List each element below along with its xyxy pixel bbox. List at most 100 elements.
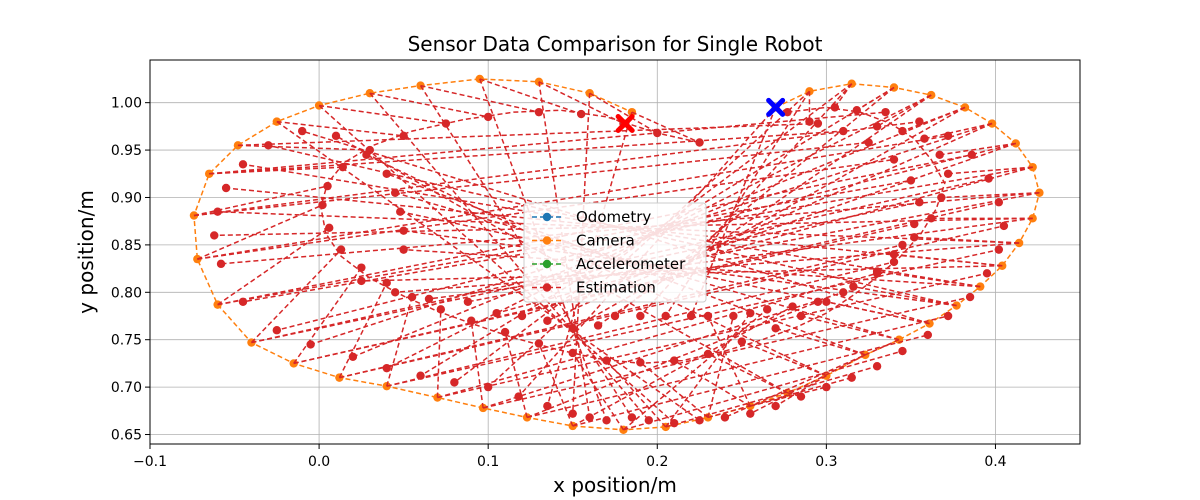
- estimation-point: [390, 288, 400, 297]
- estimation-point: [213, 207, 222, 216]
- estimation-point: [796, 392, 806, 401]
- estimation-point: [839, 126, 848, 136]
- estimation-segment: [572, 334, 929, 427]
- estimation-segment: [482, 296, 971, 409]
- chart-title: Sensor Data Comparison for Single Robot: [408, 32, 823, 56]
- estimation-point: [813, 119, 823, 128]
- estimation-segment: [276, 120, 404, 137]
- estimation-segment: [386, 173, 866, 356]
- estimation-point: [610, 311, 620, 321]
- estimation-point: [407, 292, 417, 302]
- y-tick-label: 0.75: [111, 333, 142, 349]
- estimation-segment: [479, 78, 608, 421]
- x-tick-label: −0.1: [133, 454, 167, 470]
- legend-label: Camera: [576, 232, 635, 250]
- estimation-segment: [707, 315, 735, 418]
- estimation-point: [762, 305, 772, 314]
- estimation-segment: [209, 111, 886, 175]
- estimation-point: [463, 297, 473, 306]
- estimation-point: [382, 169, 391, 178]
- estimation-point: [568, 324, 577, 333]
- estimation-point: [636, 311, 645, 321]
- estimation-point: [783, 107, 792, 117]
- estimation-point: [984, 174, 993, 183]
- estimation-segment: [750, 386, 827, 407]
- estimation-point: [669, 418, 679, 428]
- estimation-segment: [369, 92, 489, 118]
- estimation-point: [568, 409, 577, 418]
- estimation-point: [937, 193, 946, 202]
- estimation-point: [847, 373, 856, 382]
- camera-series-line: [193, 78, 1041, 431]
- estimation-point: [483, 382, 493, 392]
- estimation-point: [852, 106, 861, 115]
- estimation-segment: [673, 359, 751, 407]
- estimation-point: [830, 103, 840, 112]
- x-tick-label: 0.0: [308, 454, 330, 470]
- x-tick-label: 0.1: [477, 454, 499, 470]
- estimation-point: [492, 308, 501, 318]
- y-tick-label: 0.95: [111, 143, 142, 159]
- estimation-point: [982, 269, 992, 278]
- estimation-point: [771, 324, 780, 333]
- estimation-point: [357, 276, 366, 286]
- y-axis-title: y position/m: [74, 190, 98, 314]
- estimation-point: [994, 198, 1004, 207]
- estimation-point: [362, 150, 371, 160]
- estimation-segment: [707, 315, 751, 407]
- legend-label: Accelerometer: [576, 255, 686, 273]
- estimation-point: [636, 358, 645, 367]
- estimation-point: [910, 219, 919, 229]
- estimation-segment: [547, 122, 993, 322]
- estimation-point: [796, 311, 806, 321]
- y-axis: 0.65 0.70 0.75 0.80 0.85 0.90 0.95 1.00: [111, 96, 150, 444]
- estimation-segment: [197, 135, 949, 260]
- estimation-segment: [572, 106, 966, 329]
- legend-marker: [542, 212, 552, 222]
- estimation-point: [746, 409, 755, 418]
- estimation-segment: [436, 309, 442, 398]
- estimation-point: [331, 131, 341, 141]
- estimation-point: [602, 416, 611, 425]
- estimation-point: [686, 311, 696, 321]
- estimation-point: [543, 316, 552, 325]
- estimation-segment: [853, 285, 957, 307]
- estimation-segment: [924, 122, 993, 140]
- estimation-segment: [496, 166, 1033, 314]
- estimation-point: [703, 311, 713, 321]
- estimation-point: [348, 352, 358, 361]
- estimation-point: [264, 141, 273, 150]
- estimation-point: [483, 112, 493, 122]
- estimation-point: [399, 226, 408, 235]
- legend-box: [523, 202, 707, 303]
- estimation-point: [822, 297, 831, 306]
- estimation-point: [644, 416, 654, 425]
- end-x-marker: [615, 114, 635, 134]
- estimation-point: [238, 160, 248, 169]
- estimation-segment: [639, 361, 709, 419]
- estimation-point: [210, 231, 219, 240]
- estimation-point: [534, 339, 544, 348]
- estimation-point: [729, 311, 738, 321]
- estimation-point: [788, 302, 797, 311]
- estimation-point: [943, 311, 953, 321]
- estimation-segment: [310, 122, 993, 346]
- legend-marker: [542, 259, 552, 269]
- estimation-point: [923, 330, 933, 340]
- y-tick-label: 0.85: [111, 238, 142, 254]
- start-x-marker: [766, 97, 786, 117]
- estimation-segment: [318, 104, 447, 125]
- estimation-point: [336, 245, 346, 254]
- x-tick-label: 0.4: [984, 454, 1006, 470]
- estimation-point: [915, 198, 924, 207]
- estimation-segment: [479, 78, 582, 115]
- x-axis: −0.1 0.0 0.1 0.2 0.3 0.4: [133, 444, 1007, 470]
- estimation-point: [627, 413, 637, 422]
- estimation-point: [323, 181, 332, 191]
- estimation-segment: [631, 111, 700, 144]
- estimation-segment: [526, 315, 949, 419]
- estimation-point: [703, 349, 713, 359]
- estimation-point: [872, 269, 882, 278]
- estimation-segment: [276, 142, 1016, 331]
- estimation-segment: [338, 282, 388, 378]
